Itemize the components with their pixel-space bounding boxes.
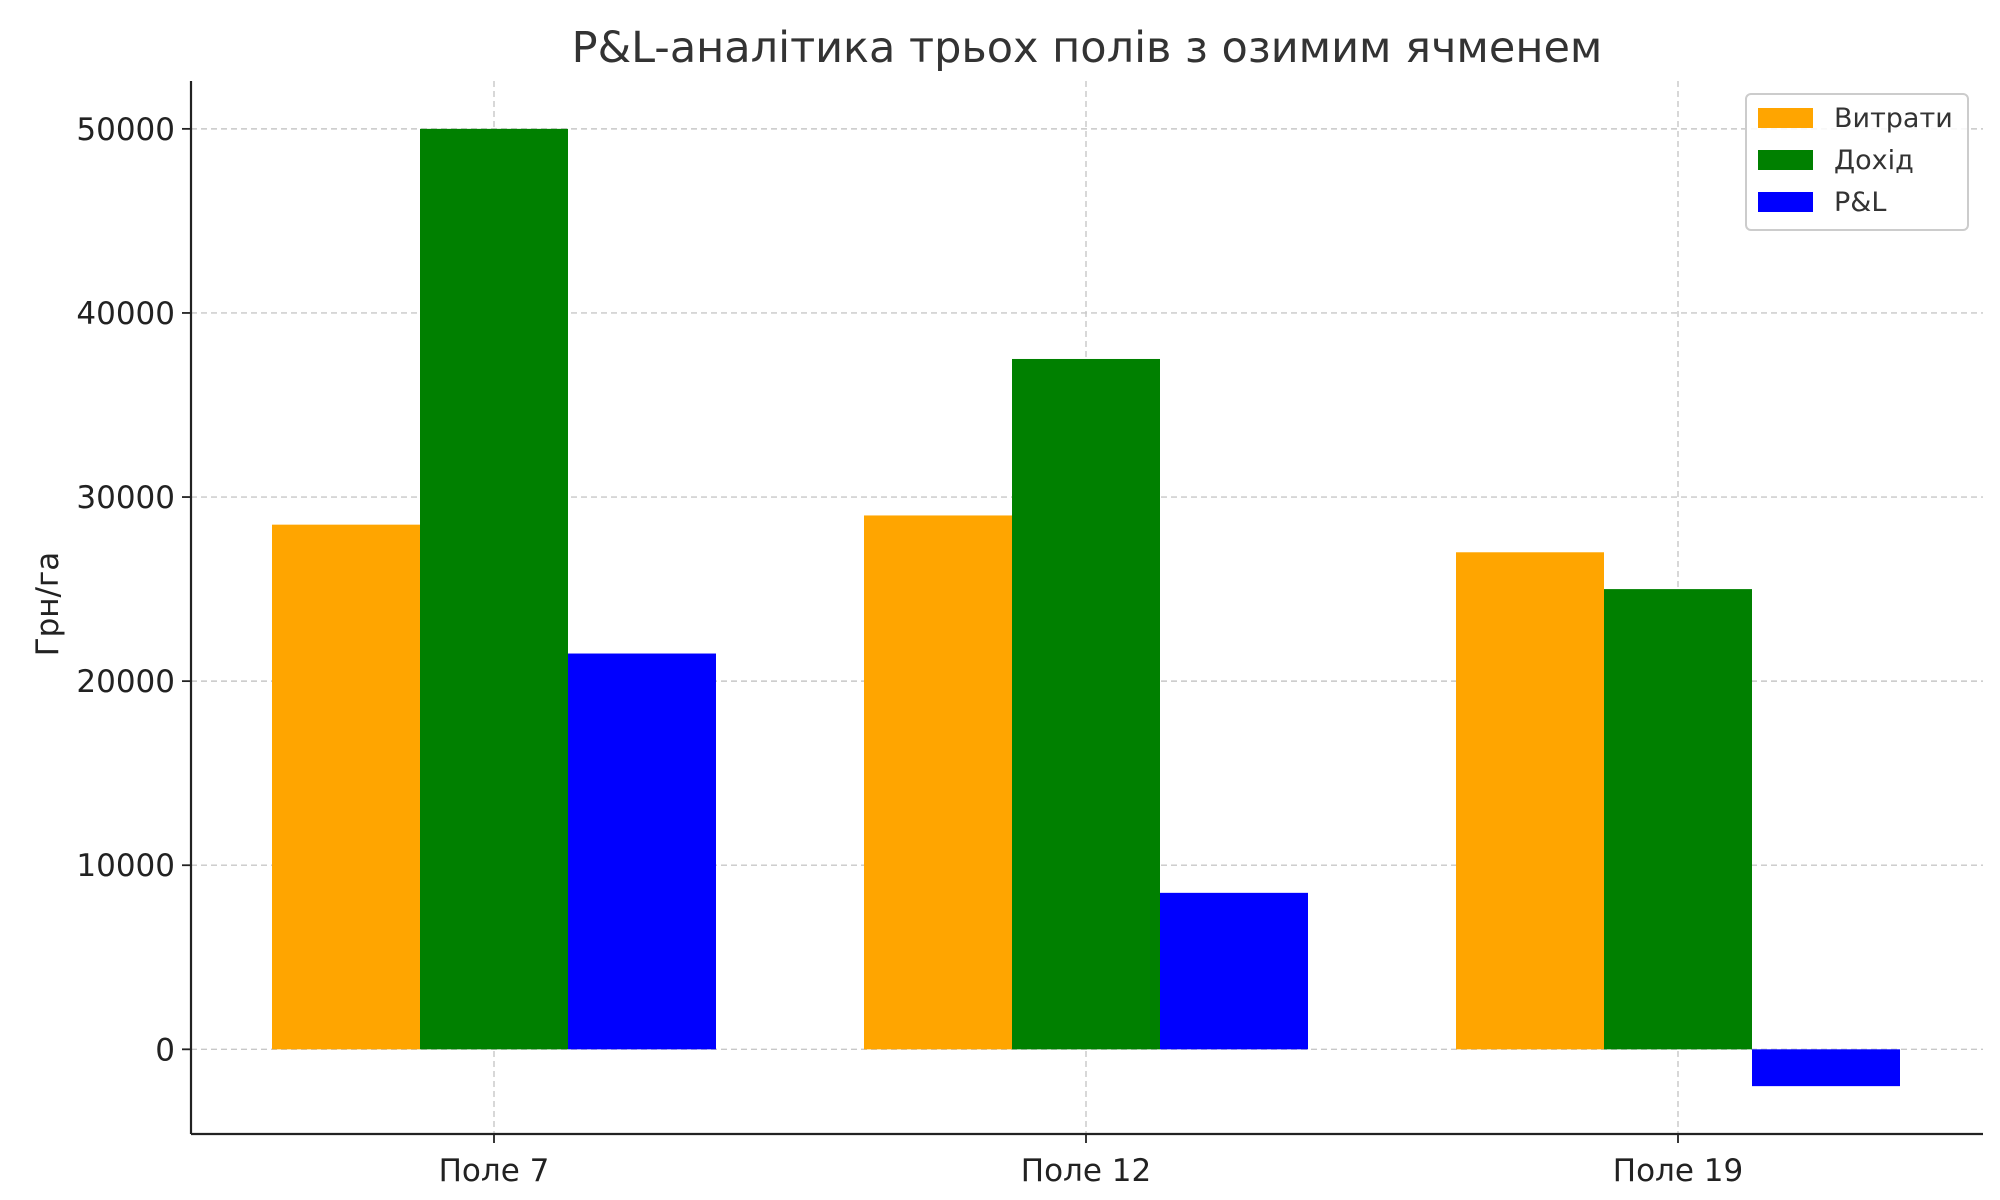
bar-2-2 bbox=[1012, 358, 1160, 1050]
bar-3-2 bbox=[1160, 892, 1308, 1050]
legend: Витрати Дохід P&L bbox=[1745, 93, 1969, 231]
y-tick-label: 50000 bbox=[76, 112, 175, 148]
bar-2-3 bbox=[1604, 589, 1752, 1050]
bar-1-2 bbox=[864, 515, 1012, 1050]
bars bbox=[272, 128, 1900, 1087]
x-tick-label: Поле 19 bbox=[1613, 1153, 1743, 1189]
chart-title: P&L-аналітика трьох полів з озимим ячмен… bbox=[572, 23, 1603, 73]
bar-3-1 bbox=[568, 653, 716, 1050]
legend-swatch bbox=[1758, 192, 1813, 212]
bar-2-1 bbox=[420, 128, 568, 1050]
y-tick-label: 10000 bbox=[76, 848, 175, 884]
legend-label: Витрати bbox=[1834, 103, 1953, 134]
legend-label: P&L bbox=[1834, 187, 1886, 218]
y-axis-label: Грн/га bbox=[30, 552, 66, 657]
bar-1-1 bbox=[272, 524, 420, 1050]
legend-label: Дохід bbox=[1834, 145, 1914, 176]
y-tick-label: 20000 bbox=[76, 664, 175, 700]
x-tick-label: Поле 7 bbox=[439, 1153, 550, 1189]
x-tick-label: Поле 12 bbox=[1021, 1153, 1151, 1189]
legend-swatch bbox=[1758, 108, 1813, 128]
bar-1-3 bbox=[1456, 552, 1604, 1050]
y-tick-label: 0 bbox=[155, 1032, 175, 1068]
y-tick-label: 40000 bbox=[76, 296, 175, 332]
legend-swatch bbox=[1758, 150, 1813, 170]
bar-3-3 bbox=[1752, 1049, 1900, 1087]
ticks: 0 10000 20000 30000 40000 50000 Поле 7 Поле 12 П… bbox=[76, 112, 1743, 1189]
axes bbox=[189, 81, 1983, 1136]
y-tick-label: 30000 bbox=[76, 480, 175, 516]
